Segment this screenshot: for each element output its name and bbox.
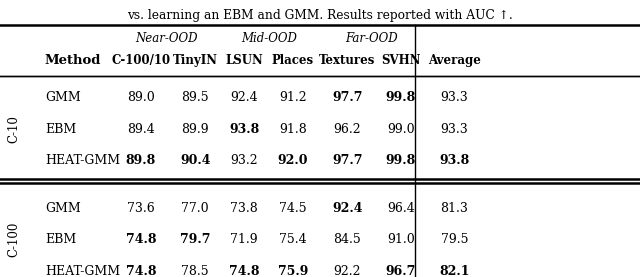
Text: Near-OOD: Near-OOD (135, 32, 198, 45)
Text: HEAT-GMM: HEAT-GMM (45, 265, 120, 277)
Text: C-100: C-100 (8, 222, 20, 257)
Text: C-100/10: C-100/10 (111, 54, 170, 67)
Text: 91.2: 91.2 (279, 91, 307, 104)
Text: 81.3: 81.3 (440, 202, 468, 215)
Text: EBM: EBM (45, 233, 76, 246)
Text: 89.4: 89.4 (127, 123, 155, 136)
Text: 84.5: 84.5 (333, 233, 361, 246)
Text: Textures: Textures (319, 54, 376, 67)
Text: 89.5: 89.5 (181, 91, 209, 104)
Text: 91.0: 91.0 (387, 233, 415, 246)
Text: 99.8: 99.8 (386, 91, 416, 104)
Text: EBM: EBM (45, 123, 76, 136)
Text: 79.5: 79.5 (441, 233, 468, 246)
Text: HEAT-GMM: HEAT-GMM (45, 154, 120, 167)
Text: 73.6: 73.6 (127, 202, 155, 215)
Text: TinyIN: TinyIN (173, 54, 218, 67)
Text: 79.7: 79.7 (180, 233, 211, 246)
Text: Far-OOD: Far-OOD (346, 32, 398, 45)
Text: 92.4: 92.4 (230, 91, 258, 104)
Text: 93.3: 93.3 (440, 91, 468, 104)
Text: 96.2: 96.2 (333, 123, 361, 136)
Text: 96.7: 96.7 (386, 265, 416, 277)
Text: 93.8: 93.8 (229, 123, 259, 136)
Text: 92.2: 92.2 (333, 265, 361, 277)
Text: 91.8: 91.8 (279, 123, 307, 136)
Text: 74.8: 74.8 (229, 265, 259, 277)
Text: 89.9: 89.9 (181, 123, 209, 136)
Text: Method: Method (45, 54, 101, 67)
Text: 96.4: 96.4 (387, 202, 415, 215)
Text: 74.8: 74.8 (125, 265, 156, 277)
Text: 93.3: 93.3 (440, 123, 468, 136)
Text: 90.4: 90.4 (180, 154, 211, 167)
Text: GMM: GMM (45, 91, 81, 104)
Text: 93.2: 93.2 (230, 154, 258, 167)
Text: 99.8: 99.8 (386, 154, 416, 167)
Text: 75.4: 75.4 (279, 233, 307, 246)
Text: 97.7: 97.7 (332, 91, 362, 104)
Text: vs. learning an EBM and GMM. Results reported with AUC ↑.: vs. learning an EBM and GMM. Results rep… (127, 9, 513, 22)
Text: Average: Average (428, 54, 481, 67)
Text: 73.8: 73.8 (230, 202, 258, 215)
Text: SVHN: SVHN (381, 54, 420, 67)
Text: 78.5: 78.5 (181, 265, 209, 277)
Text: GMM: GMM (45, 202, 81, 215)
Text: 77.0: 77.0 (181, 202, 209, 215)
Text: 74.5: 74.5 (279, 202, 307, 215)
Text: 89.0: 89.0 (127, 91, 155, 104)
Text: 89.8: 89.8 (125, 154, 156, 167)
Text: 82.1: 82.1 (439, 265, 470, 277)
Text: Places: Places (272, 54, 314, 67)
Text: C-10: C-10 (8, 115, 20, 143)
Text: 71.9: 71.9 (230, 233, 258, 246)
Text: 92.0: 92.0 (278, 154, 308, 167)
Text: 92.4: 92.4 (332, 202, 362, 215)
Text: 93.8: 93.8 (439, 154, 470, 167)
Text: 99.0: 99.0 (387, 123, 415, 136)
Text: 74.8: 74.8 (125, 233, 156, 246)
Text: 75.9: 75.9 (278, 265, 308, 277)
Text: Mid-OOD: Mid-OOD (241, 32, 298, 45)
Text: LSUN: LSUN (225, 54, 263, 67)
Text: 97.7: 97.7 (332, 154, 362, 167)
